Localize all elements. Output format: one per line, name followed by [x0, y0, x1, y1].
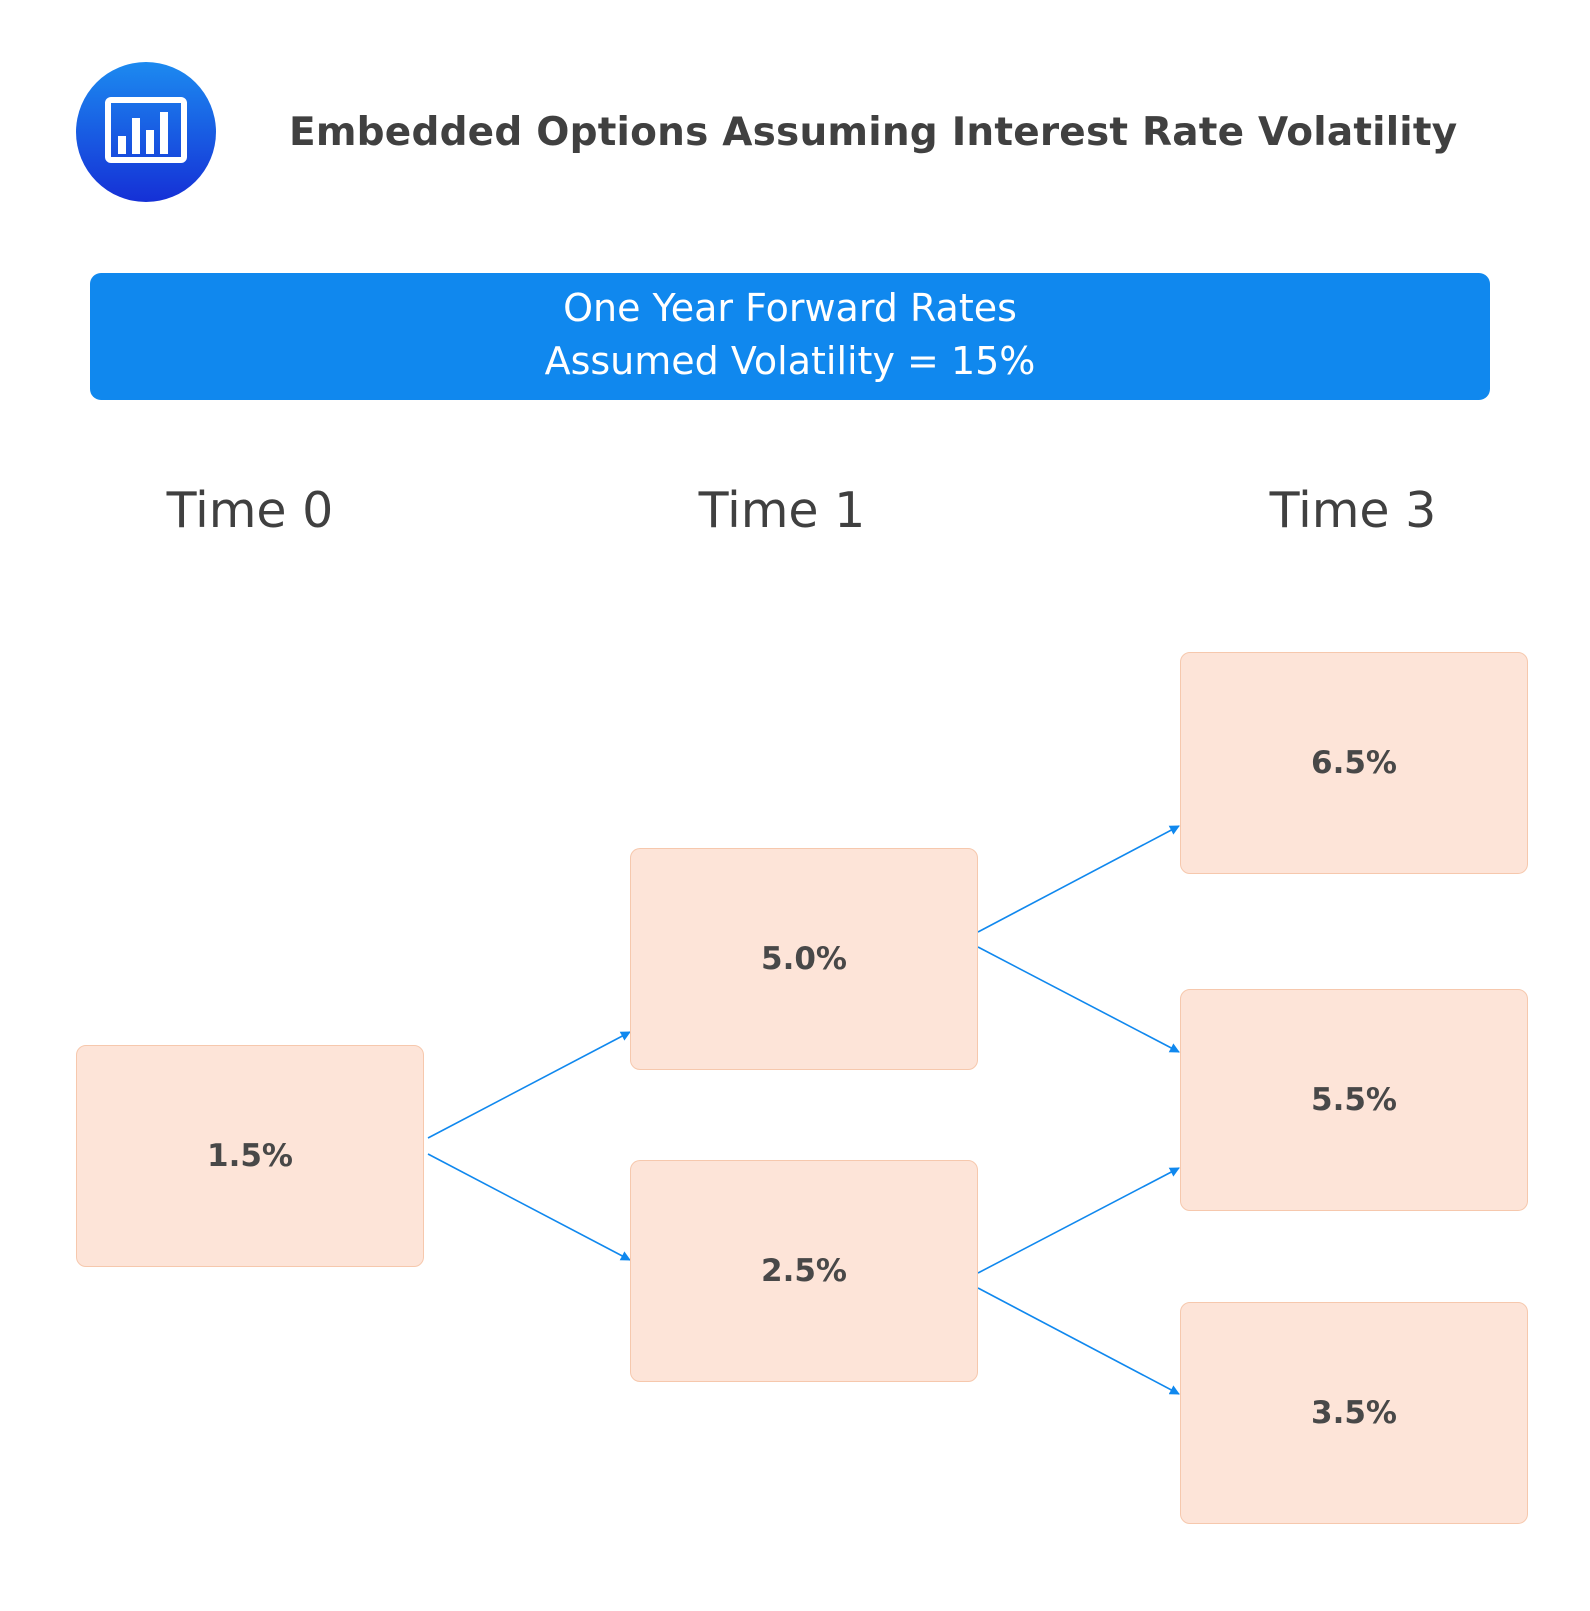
node-time0-rate: 1.5% [76, 1045, 424, 1267]
node-time1-down-rate: 2.5% [630, 1160, 978, 1382]
node-time3-top-rate: 6.5% [1180, 652, 1528, 874]
edge-t1-down-to-t3-mid [977, 1167, 1180, 1274]
edge-t1-up-to-t3-mid [977, 946, 1180, 1053]
column-label-time-3: Time 3 [1269, 482, 1437, 539]
edge-t1-up-to-t3-top [977, 825, 1180, 933]
node-time3-mid-rate: 5.5% [1180, 989, 1528, 1211]
bar-chart-icon [105, 97, 187, 163]
logo [76, 62, 216, 202]
edge-t0-to-t1-up [427, 1031, 631, 1139]
edge-t0-to-t1-down [427, 1153, 631, 1261]
edge-t1-down-to-t3-bottom [977, 1287, 1180, 1395]
node-time1-up-rate: 5.0% [630, 848, 978, 1070]
column-label-time-1: Time 1 [698, 482, 866, 539]
column-label-time-0: Time 0 [166, 482, 334, 539]
banner-line-1: One Year Forward Rates [563, 286, 1017, 330]
info-banner: One Year Forward Rates Assumed Volatilit… [90, 273, 1490, 400]
page-title: Embedded Options Assuming Interest Rate … [289, 110, 1458, 155]
node-time3-bottom-rate: 3.5% [1180, 1302, 1528, 1524]
banner-line-2: Assumed Volatility = 15% [544, 339, 1036, 383]
